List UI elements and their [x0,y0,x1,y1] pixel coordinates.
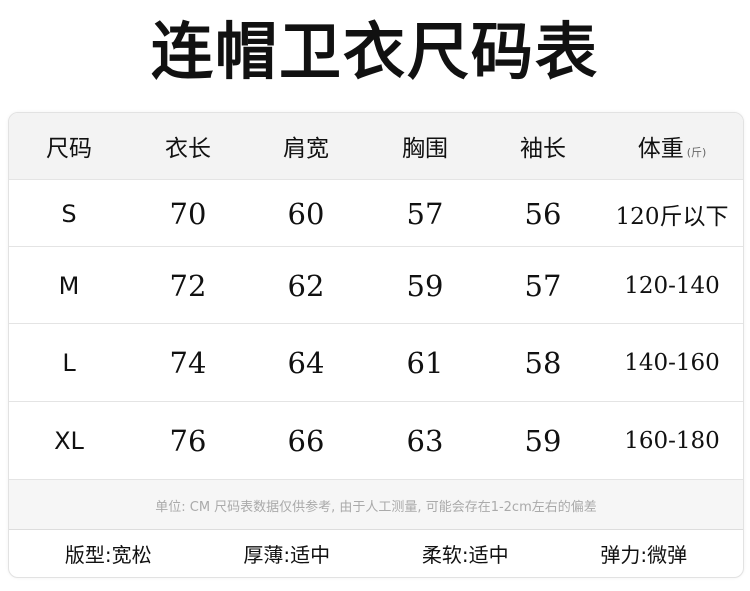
cell: 62 [287,268,325,303]
header-weight: 体重 (斤) [601,129,743,163]
cell: 59 [524,424,562,458]
table-row: L 74 64 61 58 140-160 [9,323,743,402]
cell: S [61,199,77,228]
cell: 120-140 [624,272,720,299]
attribute-elasticity: 弹力:微弹 [600,543,688,567]
cell: 74 [169,346,207,380]
cell: 56 [524,196,562,231]
size-chart-table: 尺码 衣长 肩宽 胸围 袖长 体重 (斤) S 70 60 57 56 120斤以… [8,112,744,578]
attribute-softness: 柔软:适中 [421,543,509,567]
cell: 76 [169,424,207,458]
measurement-note: 单位: CM 尺码表数据仅供参考, 由于人工测量, 可能会存在1-2cm左右的偏… [9,479,743,530]
table-row: S 70 60 57 56 120斤以下 [9,179,743,247]
cell: 61 [406,346,444,380]
cell: 66 [287,424,325,458]
cell: L [62,349,76,377]
cell: 72 [169,268,207,303]
cell: 57 [524,268,562,303]
cell: 57 [406,196,444,231]
cell: 64 [287,346,325,380]
table-row: M 72 62 59 57 120-140 [9,246,743,324]
attribute-thickness: 厚薄:适中 [243,543,331,567]
cell: XL [54,427,84,455]
cell: M [58,271,80,300]
header-sleeve: 袖长 [520,136,566,162]
cell: 70 [169,196,207,231]
cell: 140-160 [624,350,720,376]
cell: 120斤以下 [615,203,729,230]
cell: 59 [406,268,444,303]
cell: 160-180 [624,428,720,454]
header-weight-label: 体重 [637,136,684,162]
cell: 63 [406,424,444,458]
table-header: 尺码 衣长 肩宽 胸围 袖长 体重 (斤) [9,113,743,179]
attribute-fit: 版型:宽松 [64,543,152,567]
weight-unit: (斤) [686,146,707,159]
page-title: 连帽卫衣尺码表 [150,15,599,88]
header-size: 尺码 [46,136,92,162]
table-row: XL 76 66 63 59 160-180 [9,401,743,480]
header-shoulder: 肩宽 [283,136,329,162]
fabric-attributes: 版型:宽松 厚薄:适中 柔软:适中 弹力:微弹 [9,529,743,577]
header-length: 衣长 [165,136,211,162]
cell: 58 [524,346,562,380]
header-chest: 胸围 [402,136,448,162]
cell: 60 [287,196,325,231]
